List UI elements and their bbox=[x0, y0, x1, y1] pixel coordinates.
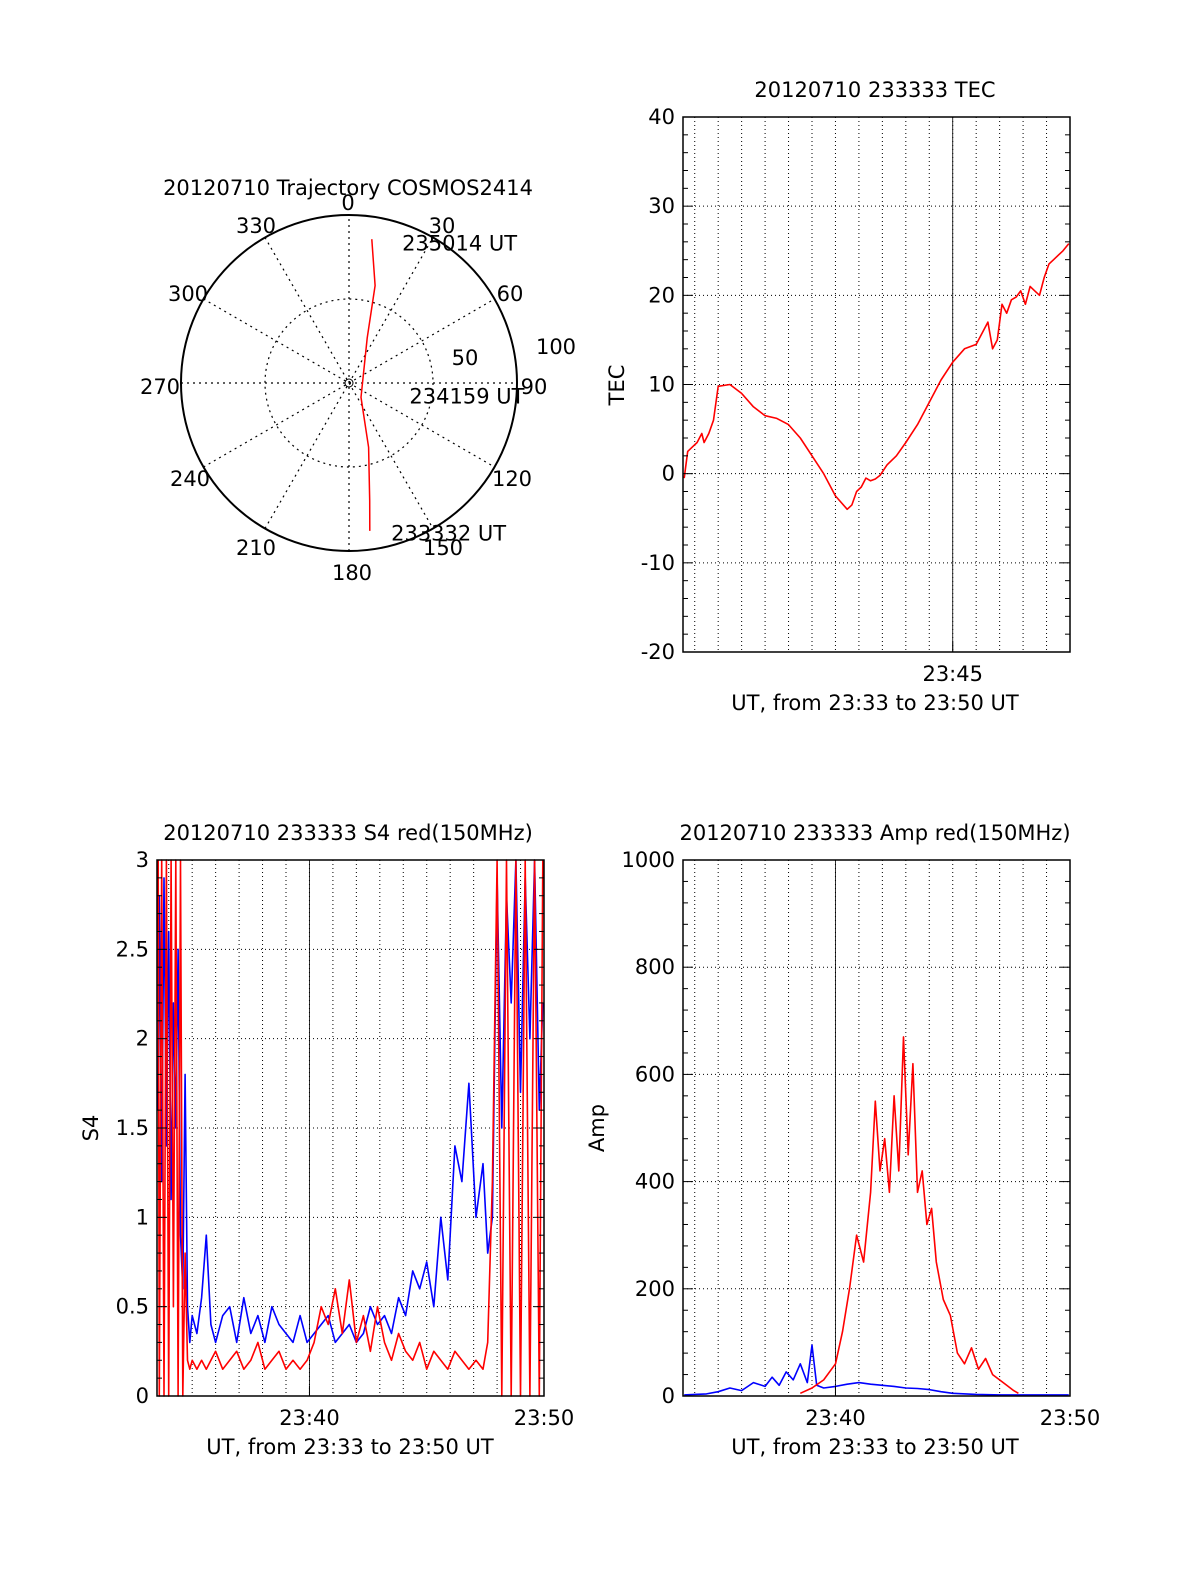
y-tick-label: -20 bbox=[641, 640, 675, 664]
x-tick-label: 23:45 bbox=[922, 662, 983, 686]
time-annotation: 233332 UT bbox=[391, 522, 506, 546]
series-line-0 bbox=[157, 859, 544, 1344]
series-line-0 bbox=[683, 243, 1070, 511]
y-tick-label: 0 bbox=[136, 1384, 149, 1408]
y-tick-label: 2.5 bbox=[116, 937, 149, 961]
y-tick-label: 0 bbox=[662, 1384, 675, 1408]
y-tick-label: -10 bbox=[641, 551, 675, 575]
amp-ylabel: Amp bbox=[585, 1104, 609, 1152]
polar-axis-labels: 0 30 60 90 120 150 180 210 240 270 300 330 50 100 bbox=[140, 191, 576, 585]
azimuth-label-0: 0 bbox=[341, 191, 354, 215]
s4-ylabel: S4 bbox=[79, 1115, 103, 1142]
trajectory-line bbox=[360, 239, 376, 531]
y-tick-label: 40 bbox=[648, 105, 675, 129]
azimuth-label-90: 90 bbox=[521, 375, 548, 399]
y-tick-label: 10 bbox=[648, 373, 675, 397]
trajectory-annotations: 235014 UT 234159 UT 233332 UT bbox=[391, 232, 525, 546]
y-tick-label: 1.5 bbox=[116, 1116, 149, 1140]
series-line-1 bbox=[799, 1036, 1019, 1395]
y-tick-label: 2 bbox=[136, 1027, 149, 1051]
y-tick-label: 200 bbox=[635, 1277, 675, 1301]
amp-title: 20120710 233333 Amp red(150MHz) bbox=[679, 821, 1070, 845]
plot-frame bbox=[682, 859, 1071, 1397]
azimuth-label-210: 210 bbox=[236, 536, 276, 560]
y-tick-label: 0 bbox=[662, 462, 675, 486]
trajectory-path bbox=[360, 239, 376, 531]
y-tick-label: 800 bbox=[635, 955, 675, 979]
azimuth-label-150: 150 bbox=[423, 536, 463, 560]
radial-label-100: 100 bbox=[536, 335, 576, 359]
x-tick-label: 23:40 bbox=[279, 1406, 340, 1430]
amp-chart: 20120710 233333 Amp red(150MHz) Amp UT, … bbox=[585, 821, 1100, 1459]
polar-grid bbox=[180, 214, 518, 552]
y-tick-label: 3 bbox=[136, 848, 149, 872]
s4-xlabel: UT, from 23:33 to 23:50 UT bbox=[206, 1435, 494, 1459]
amp-plot-area: 0 200 400 600 800 1000 23:40 23:50 bbox=[622, 848, 1101, 1430]
y-tick-label: 1 bbox=[136, 1205, 149, 1229]
tec-plot-area: -20 -10 0 10 20 30 40 23:45 bbox=[641, 105, 1071, 686]
tec-xlabel: UT, from 23:33 to 23:50 UT bbox=[731, 691, 1019, 715]
azimuth-label-180: 180 bbox=[332, 561, 372, 585]
tec-ylabel: TEC bbox=[605, 365, 629, 407]
trajectory-chart: 20120710 Trajectory COSMOS2414 0 30 60 90 12… bbox=[140, 176, 576, 585]
time-annotation: 235014 UT bbox=[402, 232, 517, 256]
azimuth-label-240: 240 bbox=[170, 467, 210, 491]
azimuth-label-120: 120 bbox=[492, 467, 532, 491]
s4-plot-area: 0 0.5 1 1.5 2 2.5 3 23:40 23:50 bbox=[116, 848, 575, 1430]
azimuth-label-30: 30 bbox=[429, 214, 456, 238]
trajectory-title: 20120710 Trajectory COSMOS2414 bbox=[163, 176, 533, 200]
polar-spoke bbox=[264, 237, 434, 529]
azimuth-label-300: 300 bbox=[168, 282, 208, 306]
y-tick-label: 400 bbox=[635, 1170, 675, 1194]
radial-label-50: 50 bbox=[452, 346, 479, 370]
s4-chart: 20120710 233333 S4 red(150MHz) S4 UT, fr… bbox=[79, 821, 574, 1459]
x-tick-label: 23:50 bbox=[514, 1406, 575, 1430]
y-tick-label: 600 bbox=[635, 1062, 675, 1086]
y-tick-label: 20 bbox=[648, 283, 675, 307]
azimuth-label-270: 270 bbox=[140, 375, 180, 399]
series-line-1 bbox=[157, 859, 544, 1397]
y-tick-label: 0.5 bbox=[116, 1295, 149, 1319]
y-tick-label: 30 bbox=[648, 194, 675, 218]
azimuth-label-330: 330 bbox=[236, 214, 276, 238]
amp-xlabel: UT, from 23:33 to 23:50 UT bbox=[731, 1435, 1019, 1459]
tec-title: 20120710 233333 TEC bbox=[754, 78, 995, 102]
x-tick-label: 23:40 bbox=[805, 1406, 866, 1430]
azimuth-label-60: 60 bbox=[497, 282, 524, 306]
time-annotation: 234159 UT bbox=[409, 384, 524, 408]
series-line-0 bbox=[684, 1344, 1069, 1396]
y-tick-label: 1000 bbox=[622, 848, 675, 872]
s4-title: 20120710 233333 S4 red(150MHz) bbox=[163, 821, 533, 845]
x-tick-label: 23:50 bbox=[1040, 1406, 1101, 1430]
tec-chart: 20120710 233333 TEC TEC UT, from 23:33 t… bbox=[605, 78, 1071, 715]
